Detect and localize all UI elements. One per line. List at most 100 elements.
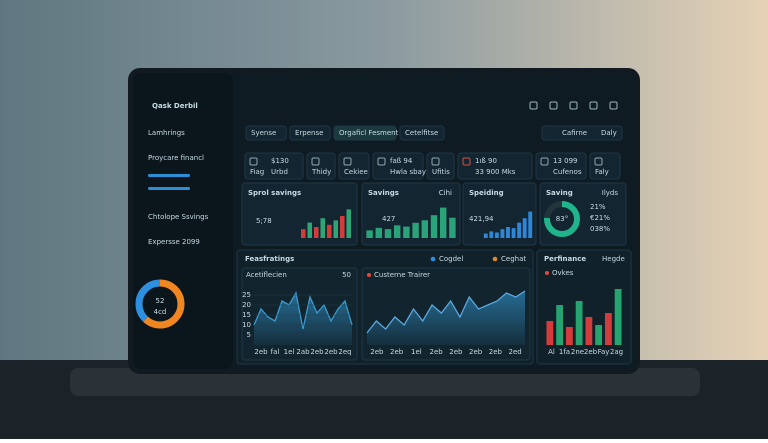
filter-label: Daly <box>601 129 617 137</box>
stat-icon <box>431 157 440 166</box>
bar <box>506 227 510 238</box>
x-tick-label: 2ag <box>610 348 623 356</box>
donut-label: 4cd <box>154 308 167 316</box>
sidebar-item: Expersse 2099 <box>148 238 200 246</box>
stat-box <box>244 152 304 180</box>
x-tick-label: fal <box>271 348 280 356</box>
filter-label: Orgaficl Fesment <box>339 129 399 137</box>
donut-segment <box>544 201 580 237</box>
donut-value: 52 <box>156 297 165 305</box>
dashboard: Qask Derbil Lamhrings Proycare financl Chto… <box>135 101 632 365</box>
logo: Qask Derbil <box>152 102 198 110</box>
sidebar-item: Chtolope Ssvings <box>148 213 209 221</box>
chart-tag: Hegde <box>602 255 625 263</box>
x-tick-label: Al <box>548 348 555 356</box>
donut-segment <box>135 279 185 329</box>
bar <box>483 233 488 238</box>
sidebar-bar <box>148 187 190 190</box>
filter-chip <box>289 125 331 141</box>
line <box>253 291 353 330</box>
bar <box>449 217 456 238</box>
stat-box <box>457 152 533 180</box>
filter-chip <box>333 125 397 141</box>
section-title: Feasfratings <box>245 255 294 263</box>
bar <box>421 220 429 238</box>
stat-label: Fiag <box>250 168 264 176</box>
stat-sub: Urbd <box>271 168 288 176</box>
x-tick-label: 2eb <box>390 348 404 356</box>
x-tick-label: 1fa <box>559 348 570 356</box>
card-title: Saving <box>546 189 573 197</box>
top-icon <box>529 101 538 110</box>
area <box>254 293 352 345</box>
bar <box>412 222 419 238</box>
y-tick-label: 25 <box>242 291 251 299</box>
stat-icon <box>311 157 320 166</box>
bar <box>575 301 583 345</box>
bar <box>375 227 383 238</box>
x-tick-label: Fay <box>598 348 610 356</box>
stat-icon <box>343 157 352 166</box>
bar <box>585 317 593 345</box>
bar <box>439 207 447 238</box>
sidebar-item: Proycare financl <box>148 154 204 162</box>
bar <box>403 226 410 238</box>
laptop-base <box>70 368 700 396</box>
top-icon <box>569 101 578 110</box>
sidebar-item: Lamhrings <box>148 129 185 137</box>
x-tick-label: 2eq <box>338 348 351 356</box>
sidebar-bar <box>148 174 190 177</box>
filter-chip <box>399 125 445 141</box>
bar <box>500 229 505 238</box>
bar <box>313 227 319 238</box>
bar <box>522 218 527 238</box>
y-tick-label: 10 <box>242 321 251 329</box>
card-title: Savings <box>368 189 399 197</box>
stat-label: Cekiee <box>344 168 368 176</box>
filter-label: Cafirne <box>562 129 587 137</box>
stat-value: 1ıß 90 <box>475 157 497 165</box>
stat-value: $130 <box>271 157 289 165</box>
x-tick-label: 2eb <box>324 348 338 356</box>
legend-label: Cogdel <box>439 255 463 263</box>
card-value: 427 <box>382 215 395 223</box>
filter-label: Syense <box>251 129 276 137</box>
x-tick-label: 2ab <box>296 348 310 356</box>
stat-icon <box>462 157 471 166</box>
bar <box>556 305 564 345</box>
stat-label: Faly <box>595 168 609 176</box>
bar <box>614 289 622 345</box>
bar <box>320 218 326 238</box>
x-tick-label: 2ne <box>571 348 584 356</box>
filter-chip <box>245 125 287 141</box>
legend-dot <box>545 271 549 275</box>
bar <box>565 327 573 345</box>
filter-label: Cetelfitse <box>405 129 438 137</box>
bar <box>489 231 494 238</box>
chart-title: Perfinance <box>544 255 586 263</box>
line <box>366 290 526 334</box>
top-icon <box>549 101 558 110</box>
card <box>539 182 627 246</box>
chart-title: Acetiflecien <box>246 271 287 279</box>
card-stat: €21% <box>590 214 610 222</box>
card-stat: 21% <box>590 203 606 211</box>
area <box>367 291 525 345</box>
stat-value: faß 94 <box>390 157 413 165</box>
bar <box>604 313 612 345</box>
y-tick-label: 5 <box>247 331 251 339</box>
chart-title: Custerne Trairer <box>374 271 430 279</box>
stat-icon <box>594 157 603 166</box>
x-tick-label: 2eb <box>310 348 324 356</box>
bar <box>326 224 332 238</box>
stat-label: Thidy <box>311 168 331 176</box>
stat-box <box>306 152 336 180</box>
sidebar <box>133 73 233 369</box>
card-value: 421,94 <box>469 215 494 223</box>
bar <box>339 216 345 238</box>
stat-icon <box>377 157 386 166</box>
bar <box>546 321 554 345</box>
x-tick-label: 1el <box>284 348 295 356</box>
stat-box <box>589 152 621 180</box>
